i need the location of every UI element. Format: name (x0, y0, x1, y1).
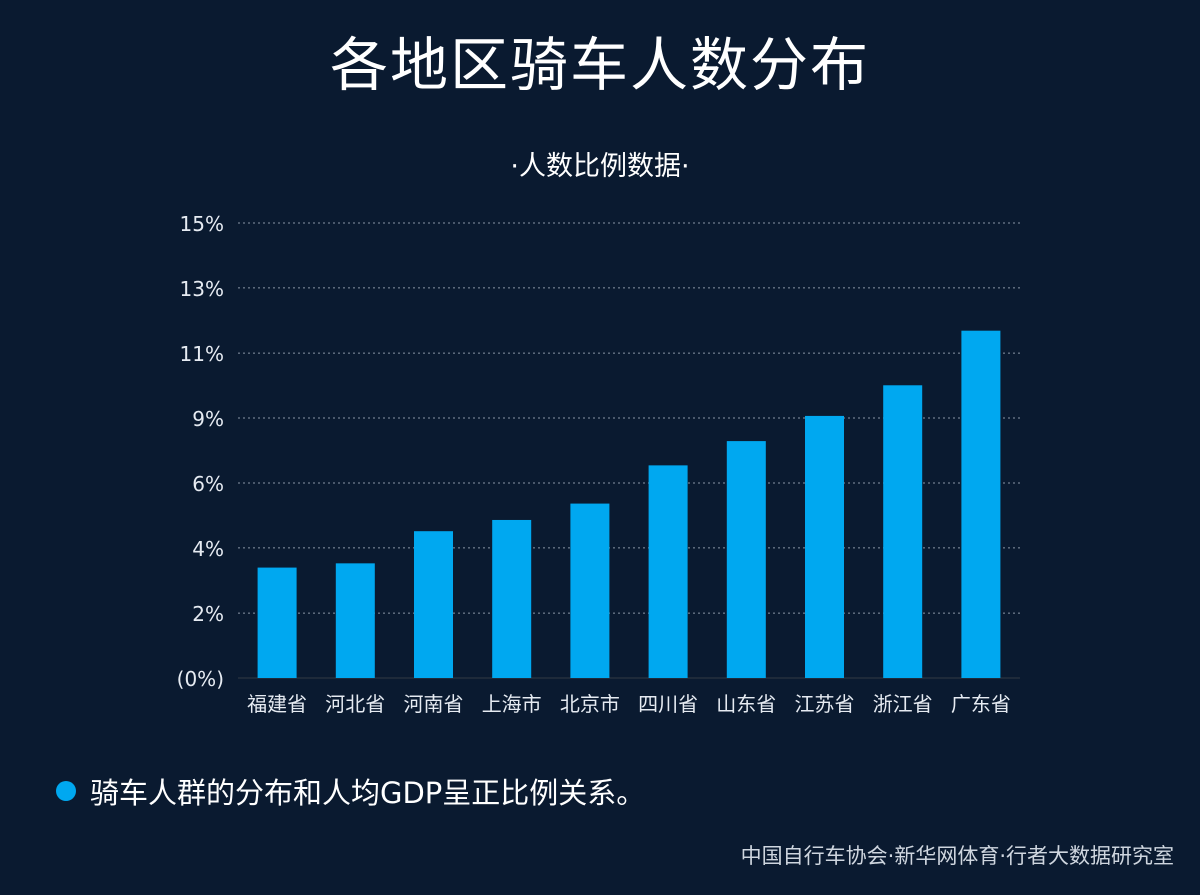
y-tick-label: 13% (180, 277, 224, 301)
source-credit: 中国自行车协会·新华网体育·行者大数据研究室 (740, 844, 1174, 868)
note: 骑车人群的分布和人均GDP呈正比例关系。 (56, 770, 645, 812)
note-text: 骑车人群的分布和人均GDP呈正比例关系。 (90, 776, 646, 810)
page-title: 各地区骑车人数分布 (329, 31, 870, 99)
x-tick-label: 广东省 (951, 692, 1011, 716)
note-bullet-icon (56, 781, 76, 801)
bar (648, 465, 688, 678)
chart-subtitle: ·人数比例数据· (510, 151, 690, 182)
bar (726, 441, 766, 678)
bar (570, 503, 610, 678)
y-tick-label: 4% (192, 537, 224, 561)
y-tick-label: (0%) (177, 667, 224, 691)
x-tick-label: 浙江省 (873, 692, 933, 716)
x-tick-label: 上海市 (482, 692, 542, 716)
bar (257, 567, 297, 678)
bar (961, 330, 1001, 678)
y-tick-label: 6% (192, 472, 224, 496)
x-tick-label: 河南省 (404, 692, 464, 716)
y-tick-label: 15% (180, 212, 224, 236)
y-tick-label: 9% (192, 407, 224, 431)
x-tick-label: 河北省 (325, 692, 385, 716)
x-tick-label: 福建省 (247, 692, 307, 716)
bar (805, 415, 844, 678)
x-tick-label: 北京市 (560, 692, 620, 716)
bar (492, 519, 532, 678)
x-tick-label: 四川省 (638, 692, 698, 716)
x-tick-label: 江苏省 (795, 692, 855, 716)
bar (335, 563, 375, 678)
x-tick-label: 山东省 (716, 692, 776, 716)
bar (414, 531, 453, 678)
y-tick-label: 11% (180, 342, 224, 366)
bar (883, 385, 923, 678)
y-tick-label: 2% (192, 602, 224, 626)
